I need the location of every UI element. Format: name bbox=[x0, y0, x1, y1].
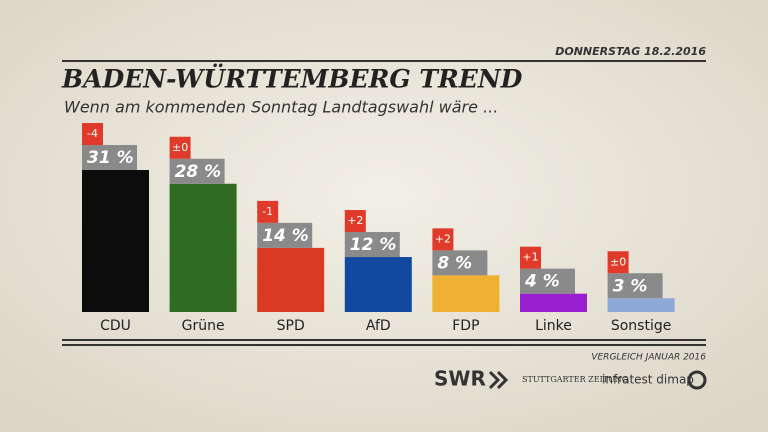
value-label: 12 % bbox=[350, 235, 397, 255]
change-label: +2 bbox=[435, 232, 451, 245]
subtitle: Wenn am kommenden Sonntag Landtagswahl w… bbox=[64, 98, 498, 117]
bar bbox=[607, 298, 675, 312]
value-label-box bbox=[169, 158, 225, 184]
change-label: ±0 bbox=[172, 141, 188, 154]
bar bbox=[432, 275, 500, 312]
x-tick-label: Linke bbox=[535, 318, 572, 334]
value-label: 3 % bbox=[613, 276, 648, 296]
bar bbox=[169, 183, 237, 312]
change-label: -1 bbox=[262, 205, 273, 218]
x-tick-label: AfD bbox=[366, 318, 391, 334]
value-label-box bbox=[520, 268, 575, 294]
footnote: VERGLEICH JANUAR 2016 bbox=[591, 353, 706, 363]
change-label: +2 bbox=[347, 214, 363, 227]
value-label-box bbox=[432, 250, 488, 276]
change-label: -4 bbox=[87, 127, 98, 140]
x-tick-label: Sonstige bbox=[611, 318, 672, 334]
change-box bbox=[169, 136, 191, 159]
logo-mark bbox=[687, 370, 707, 390]
x-tick-label: FDP bbox=[452, 318, 479, 334]
change-box bbox=[432, 228, 454, 251]
source-logo: infratest dimap bbox=[602, 373, 694, 387]
x-tick-label: SPD bbox=[277, 318, 305, 334]
value-label: 31 % bbox=[87, 148, 134, 168]
change-box bbox=[520, 246, 541, 269]
change-box bbox=[607, 251, 629, 274]
logo-arrows bbox=[488, 370, 509, 390]
change-box bbox=[82, 123, 103, 146]
change-label: ±0 bbox=[610, 255, 626, 268]
value-label: 14 % bbox=[262, 226, 309, 246]
x-tick-label: CDU bbox=[100, 318, 131, 334]
value-label-box bbox=[82, 145, 137, 171]
change-box bbox=[257, 200, 279, 223]
value-label-box bbox=[607, 273, 663, 299]
x-tick-label: Grüne bbox=[182, 318, 225, 334]
change-label: +1 bbox=[522, 251, 538, 264]
value-label-box bbox=[257, 222, 313, 248]
change-box bbox=[344, 210, 366, 233]
value-label: 4 % bbox=[524, 272, 560, 292]
bar bbox=[520, 293, 587, 312]
bar bbox=[344, 257, 412, 312]
bar bbox=[257, 247, 325, 312]
value-label: 8 % bbox=[437, 253, 472, 273]
bar bbox=[82, 170, 149, 312]
source-logo: STUTTGARTER ZEITUNG bbox=[522, 375, 628, 384]
value-label: 28 % bbox=[175, 162, 222, 182]
chart-title: BADEN-WÜRTTEMBERG TREND bbox=[61, 65, 523, 94]
source-logo: SWR bbox=[434, 367, 486, 391]
value-label-box bbox=[344, 232, 400, 258]
date: DONNERSTAG 18.2.2016 bbox=[555, 45, 706, 58]
